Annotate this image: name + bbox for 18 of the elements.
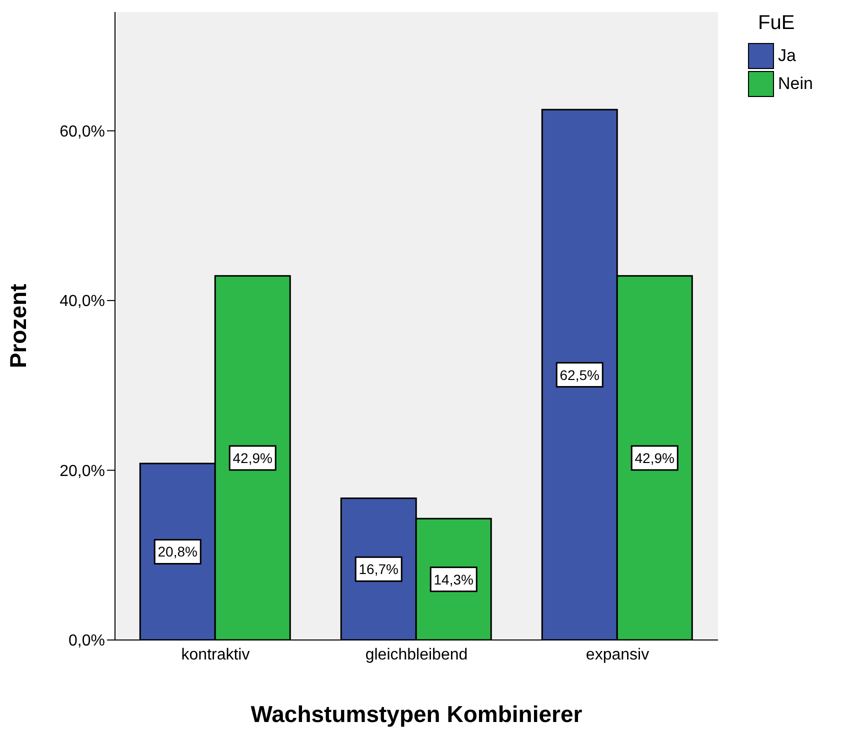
data-label: 42,9% [634,450,674,466]
y-tick-label: 0,0% [68,632,105,650]
data-label: 20,8% [158,544,198,560]
legend-title: FuE [758,12,796,35]
data-label: 14,3% [434,571,474,588]
legend-label: Ja [778,46,796,66]
data-label: 62,5% [560,366,600,383]
x-axis-title: Wachstumstypen Kombinierer [250,701,582,727]
y-tick-label: 60,0% [60,123,105,140]
x-tick-label: gleichbleibend [365,646,468,664]
x-tick-label: kontraktiv [181,646,250,664]
data-label: 16,7% [358,561,398,578]
y-tick-label: 40,0% [60,293,105,310]
data-label: 42,9% [232,450,272,466]
legend-label: Nein [778,74,813,94]
y-axis-title: Prozent [5,283,32,368]
y-tick-label: 20,0% [60,462,105,480]
x-tick-label: expansiv [586,646,650,664]
